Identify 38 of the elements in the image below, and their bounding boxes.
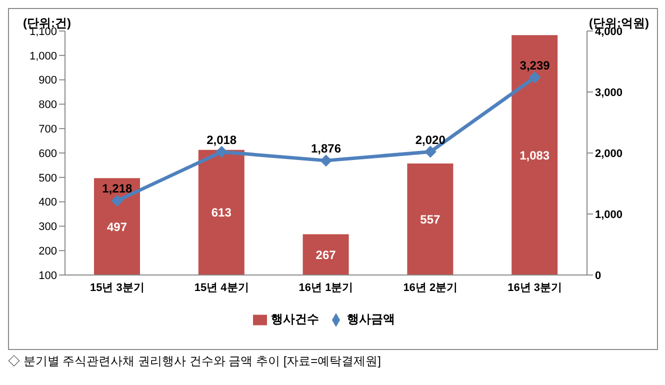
x-tick-label: 15년 3분기 <box>90 282 144 294</box>
y-tick-label: 900 <box>38 74 57 87</box>
y-tick-label: 800 <box>38 99 57 112</box>
y-tick-label: 100 <box>38 270 57 282</box>
y-tick-label: 700 <box>38 124 57 136</box>
y2-tick-label: 4,000 <box>595 26 623 38</box>
point <box>424 146 436 158</box>
x-tick-label: 16년 3분기 <box>508 282 562 294</box>
point <box>320 154 332 167</box>
data-label: 1,218 <box>102 182 133 196</box>
legend-label: 행사금액 <box>347 312 395 326</box>
y2-tick-label: 1,000 <box>595 208 623 221</box>
data-label: 267 <box>316 248 336 262</box>
x-tick-label: 15년 4분기 <box>194 282 249 294</box>
data-label: 3,239 <box>520 58 550 72</box>
y-tick-label: 600 <box>38 148 57 160</box>
data-label: 2,018 <box>206 132 237 147</box>
data-label: 1,876 <box>310 142 342 156</box>
y-tick-label: 500 <box>38 172 57 184</box>
data-label: 1,083 <box>520 148 550 162</box>
point <box>111 194 124 207</box>
x-tick-label: 16년 2분기 <box>403 282 458 294</box>
y-tick-label: 1,000 <box>29 50 57 62</box>
y2-tick-label: 3,000 <box>595 86 623 99</box>
y-tick-label: 200 <box>38 246 57 258</box>
point <box>528 71 541 84</box>
data-label: 2,020 <box>415 132 446 147</box>
point <box>216 146 228 158</box>
text: ◇ 분기별 주식관련사채 권리행사 건수와 금액 추이 [자료=예탁결제원] <box>8 353 382 370</box>
y-tick-label: 300 <box>38 221 57 234</box>
y2-tick-label: 0 <box>595 270 602 282</box>
y2-tick-label: 2,000 <box>595 148 623 160</box>
data-label: 497 <box>106 220 128 234</box>
legend-label: 행사건수 <box>271 312 319 326</box>
y-tick-label: 400 <box>38 196 57 209</box>
data-label: 613 <box>211 206 232 220</box>
data-label: 557 <box>420 212 441 227</box>
x-tick-label: 16년 1분기 <box>298 282 354 294</box>
